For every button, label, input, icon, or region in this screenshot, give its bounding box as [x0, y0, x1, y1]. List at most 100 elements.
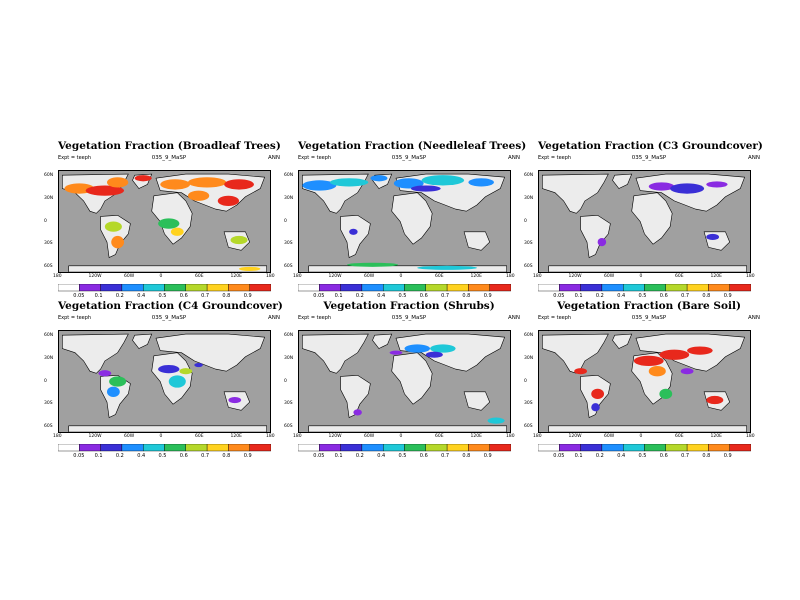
- colorbar-swatch: [559, 444, 581, 452]
- colorbar-label: 0.2: [115, 453, 124, 459]
- latitude-label: 60N: [524, 333, 534, 338]
- colorbar-label: 0.9: [483, 293, 492, 299]
- longitude-label: 0: [399, 274, 403, 279]
- map-panel: Vegetation Fraction (Bare Soil) Expt = te…: [524, 300, 760, 460]
- vegetation-patch: [687, 346, 713, 355]
- land-mass: [68, 425, 267, 433]
- colorbar-label: 0.7: [681, 453, 690, 459]
- vegetation-patch: [417, 265, 477, 270]
- panel-title: Vegetation Fraction (Bare Soil): [557, 300, 741, 312]
- map-area: [298, 330, 511, 433]
- longitude-label: 60E: [435, 274, 444, 279]
- colorbar-swatch: [361, 444, 384, 452]
- colorbar-label: 0.1: [574, 293, 583, 299]
- colorbar-swatch: [185, 284, 208, 292]
- vegetation-patch: [353, 409, 362, 416]
- longitude-label: 120E: [470, 434, 482, 439]
- vegetation-patch: [597, 237, 607, 247]
- vegetation-patch: [160, 179, 191, 190]
- vegetation-patch: [706, 233, 720, 241]
- colorbar-swatch: [425, 444, 448, 452]
- latitude-label: 30N: [44, 195, 54, 201]
- longitude-label: 60E: [435, 434, 444, 439]
- season-label: ANN: [268, 155, 280, 161]
- colorbar-swatch: [228, 444, 250, 452]
- longitude-label: 60W: [364, 274, 375, 279]
- colorbar-swatch: [164, 284, 186, 292]
- land-mass: [155, 333, 266, 372]
- colorbar-label: 0.7: [441, 293, 450, 299]
- colorbar-swatch: [686, 284, 709, 292]
- colorbar-swatch: [601, 444, 624, 452]
- longitude-label: 120E: [230, 274, 242, 279]
- map-area: [298, 170, 511, 273]
- season-label: ANN: [748, 315, 760, 321]
- longitude-label: 120W: [88, 274, 102, 279]
- vegetation-patch: [302, 180, 337, 191]
- colorbar-swatch: [206, 444, 229, 452]
- colorbar-swatch: [298, 284, 320, 292]
- colorbar-swatch: [142, 444, 165, 452]
- latitude-label: 30N: [284, 355, 294, 361]
- colorbar-label: 0.8: [462, 453, 471, 459]
- case-label: 035_9_MaSP: [631, 155, 667, 161]
- land-mass: [302, 333, 369, 374]
- panel-title: Vegetation Fraction (Needleleaf Trees): [298, 140, 527, 152]
- longitude-label: 180: [53, 274, 62, 279]
- colorbar-swatch: [729, 444, 751, 452]
- vegetation-patch: [230, 235, 248, 245]
- colorbar-swatch: [382, 284, 405, 292]
- longitude-label: 120E: [470, 274, 482, 279]
- vegetation-patch: [187, 177, 227, 188]
- colorbar-swatch: [142, 284, 165, 292]
- colorbar-label: 0.2: [355, 293, 364, 299]
- vegetation-patch: [706, 181, 728, 188]
- colorbar-label: 0.2: [595, 453, 604, 459]
- colorbar-swatch: [79, 284, 101, 292]
- map-panel: Vegetation Fraction (Shrubs) Expt = teeph…: [284, 300, 520, 460]
- vegetation-patch: [329, 178, 369, 187]
- map-area: [58, 170, 271, 273]
- latitude-label: 60S: [44, 424, 53, 429]
- colorbar-swatch: [644, 284, 666, 292]
- vegetation-patch: [168, 375, 186, 388]
- latitude-label: 60N: [524, 173, 534, 178]
- longitude-label: 0: [639, 274, 643, 279]
- vegetation-patch: [670, 183, 705, 194]
- colorbar-swatch: [298, 444, 320, 452]
- colorbar-swatch: [665, 444, 688, 452]
- colorbar-label: 0.7: [201, 293, 210, 299]
- colorbar: [58, 284, 271, 292]
- colorbar-label: 0.4: [137, 293, 146, 299]
- colorbar: [298, 444, 511, 452]
- colorbar-swatch: [319, 444, 341, 452]
- land-mass: [395, 333, 506, 372]
- colorbar-swatch: [686, 444, 709, 452]
- case-label: 035_9_MaSP: [631, 315, 667, 321]
- latitude-label: 60S: [524, 424, 533, 429]
- colorbar-label: 0.6: [659, 453, 668, 459]
- latitude-label: 0: [44, 218, 47, 224]
- vegetation-patch: [430, 344, 456, 353]
- latitude-label: 0: [284, 218, 287, 224]
- colorbar-swatch: [361, 284, 384, 292]
- colorbar-swatch: [425, 284, 448, 292]
- longitude-label: 180: [266, 434, 275, 439]
- latitude-label: 0: [524, 218, 527, 224]
- vegetation-patch: [224, 179, 254, 190]
- experiment-label: Expt = teeph: [58, 315, 92, 321]
- longitude-label: 0: [159, 274, 163, 279]
- colorbar-swatch: [729, 284, 751, 292]
- latitude-label: 60N: [44, 333, 54, 338]
- longitude-label: 180: [53, 434, 62, 439]
- latitude-label: 30S: [44, 241, 53, 247]
- vegetation-patch: [680, 368, 694, 375]
- colorbar-label: 0.6: [419, 453, 428, 459]
- longitude-label: 60E: [675, 274, 684, 279]
- land-mass: [612, 173, 633, 189]
- land-mass: [463, 231, 491, 251]
- colorbar-swatch: [121, 444, 144, 452]
- colorbar: [298, 284, 511, 292]
- vegetation-patch: [591, 388, 605, 400]
- vegetation-patch: [85, 185, 125, 196]
